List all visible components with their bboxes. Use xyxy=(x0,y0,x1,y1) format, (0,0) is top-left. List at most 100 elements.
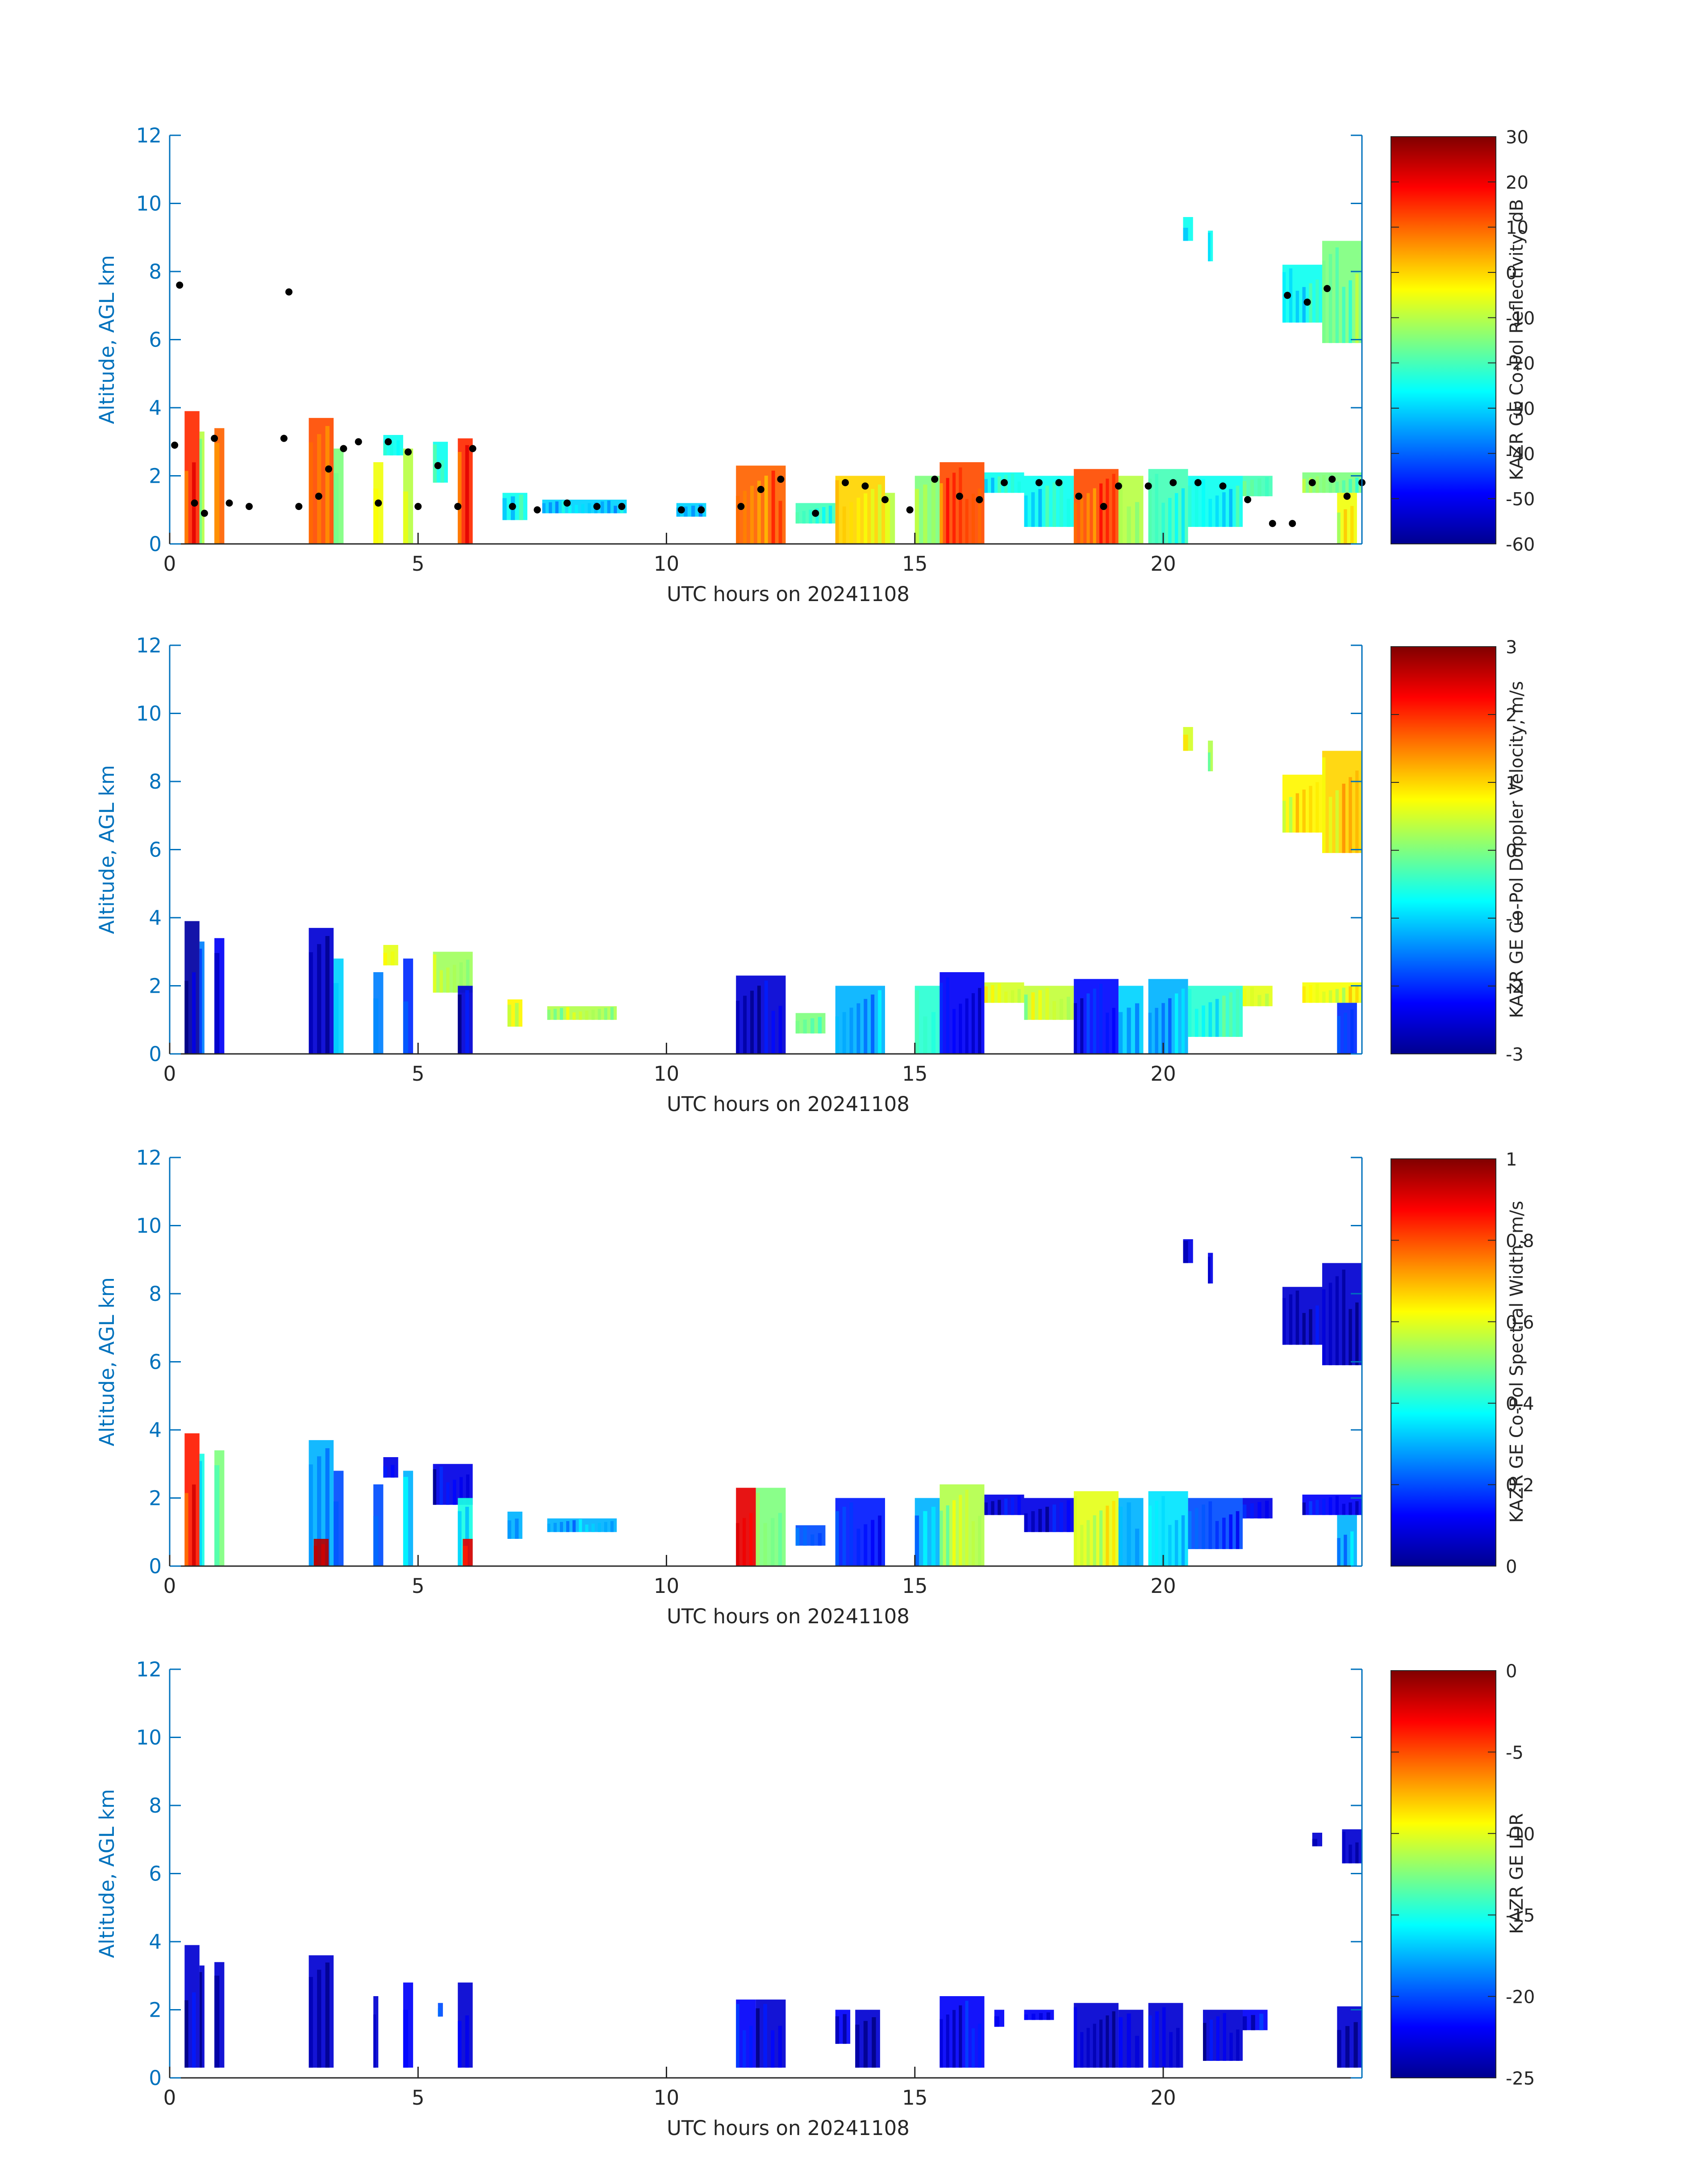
heatmap-striation xyxy=(325,426,330,544)
colorbar xyxy=(1391,1158,1496,1567)
heatmap-striation xyxy=(383,1466,387,1478)
heatmap-striation xyxy=(1208,752,1211,772)
cloud-base-dot xyxy=(1244,496,1252,503)
heatmap-striation xyxy=(383,443,387,455)
heatmap-striation xyxy=(1168,1525,1172,1566)
heatmap-striation xyxy=(553,1523,557,1532)
heatmap-striation xyxy=(585,1011,589,1020)
heatmap-striation xyxy=(959,467,962,544)
heatmap-striation xyxy=(507,1004,511,1027)
heatmap-striation xyxy=(547,1010,551,1020)
heatmap-striation xyxy=(1208,498,1212,527)
heatmap-striation xyxy=(1099,1510,1103,1566)
heatmap-striation xyxy=(1342,287,1345,343)
heatmap-striation xyxy=(1038,1509,1042,1532)
cloud-base-dot xyxy=(384,438,392,446)
cloud-base-dot xyxy=(355,438,362,446)
heatmap-striation xyxy=(749,1513,753,1566)
heatmap-striation xyxy=(802,511,806,524)
heatmap-striation xyxy=(1355,1842,1359,1864)
heatmap-striation xyxy=(373,998,379,1054)
heatmap-cells xyxy=(184,1829,1362,2068)
heatmap-striation xyxy=(863,2021,868,2068)
heatmap-striation xyxy=(214,1976,220,2068)
heatmap-striation xyxy=(991,1501,994,1515)
heatmap-striation xyxy=(1066,498,1070,527)
heatmap-striation xyxy=(325,936,330,1054)
cloud-base-dot xyxy=(1269,520,1276,527)
heatmap-striation xyxy=(1342,1270,1345,1366)
cloud-base-dot xyxy=(534,506,541,514)
y-tick-label: 10 xyxy=(136,702,162,726)
heatmap-striation xyxy=(439,970,443,993)
heatmap-striation xyxy=(515,1518,519,1539)
heatmap-striation xyxy=(1236,2029,1240,2061)
heatmap-striation xyxy=(1344,1012,1347,1054)
heatmap-striation xyxy=(1353,2022,1358,2068)
heatmap-striation xyxy=(1216,2016,1220,2061)
x-axis-label: UTC hours on 20241108 xyxy=(667,2116,910,2140)
heatmap-striation xyxy=(1045,988,1049,1020)
y-tick-label: 6 xyxy=(149,838,162,862)
heatmap-striation xyxy=(1349,280,1352,343)
heatmap-striation xyxy=(842,1507,846,1566)
heatmap-striation xyxy=(1202,1504,1205,1549)
heatmap-striation xyxy=(1052,482,1057,527)
colorbar-tick-label: 3 xyxy=(1506,637,1517,658)
heatmap-striation xyxy=(465,445,469,544)
heatmap-striation xyxy=(184,981,188,1054)
heatmap-striation xyxy=(1257,995,1261,1007)
heatmap-striation xyxy=(795,1528,800,1546)
heatmap-striation xyxy=(1322,475,1326,493)
colorbar-tick-label: -3 xyxy=(1506,1045,1524,1065)
heatmap-striation xyxy=(736,496,740,544)
heatmap-striation xyxy=(507,1520,511,1539)
y-tick-label: 4 xyxy=(149,396,162,420)
heatmap-striation xyxy=(1315,476,1319,493)
heatmap-striation xyxy=(1174,993,1178,1054)
y-tick-label: 8 xyxy=(149,770,162,794)
colorbar-tick-label: -50 xyxy=(1506,489,1535,510)
y-axis-label: Altitude, AGL km xyxy=(95,1277,119,1446)
heatmap-striation xyxy=(1024,2014,1028,2020)
heatmap-striation xyxy=(1004,991,1008,1003)
heatmap-striation xyxy=(743,1518,746,1566)
heatmap-striation xyxy=(849,1007,853,1054)
cloud-base-dot xyxy=(1303,298,1311,306)
y-tick-label: 8 xyxy=(149,1282,162,1306)
cloud-base-dot xyxy=(593,503,601,510)
heatmap-striation xyxy=(1194,1508,1199,1549)
cloud-base-dot xyxy=(931,476,939,483)
heatmap-striation xyxy=(1039,2013,1043,2020)
heatmap-striation xyxy=(214,443,220,544)
x-tick-label: 0 xyxy=(163,2086,176,2110)
colorbar-tick-label: -20 xyxy=(1506,354,1535,374)
heatmap-striation xyxy=(1208,1257,1211,1284)
heatmap-striation xyxy=(915,990,919,1054)
heatmap-striation xyxy=(433,954,437,993)
cloud-base-dots xyxy=(171,281,1366,527)
heatmap-striation xyxy=(952,1500,956,1566)
heatmap-striation xyxy=(1059,999,1063,1020)
heatmap-striation xyxy=(581,504,585,514)
heatmap-striation xyxy=(1309,786,1312,833)
colorbar-tick-label: 20 xyxy=(1506,172,1528,193)
cloud-base-dot xyxy=(861,482,869,490)
heatmap-striation xyxy=(403,1477,408,1566)
heatmap-striation xyxy=(1194,1008,1199,1037)
heatmap-striation xyxy=(585,1524,589,1532)
cloud-base-dot xyxy=(469,445,476,452)
heatmap-striation xyxy=(1350,506,1354,544)
heatmap-striation xyxy=(390,441,393,455)
cloud-base-dot xyxy=(176,281,184,289)
heatmap-striation xyxy=(373,1516,379,1566)
heatmap-striation xyxy=(1099,483,1103,544)
cloud-base-dot xyxy=(777,476,785,483)
heatmap-striation xyxy=(849,502,853,544)
heatmap-striation xyxy=(750,990,754,1054)
heatmap-striation xyxy=(1161,1496,1165,1566)
heatmap-striation xyxy=(1052,1504,1057,1532)
heatmap-striation xyxy=(810,1534,814,1546)
cloud-base-dot xyxy=(340,445,347,452)
x-tick-label: 15 xyxy=(902,1062,927,1086)
